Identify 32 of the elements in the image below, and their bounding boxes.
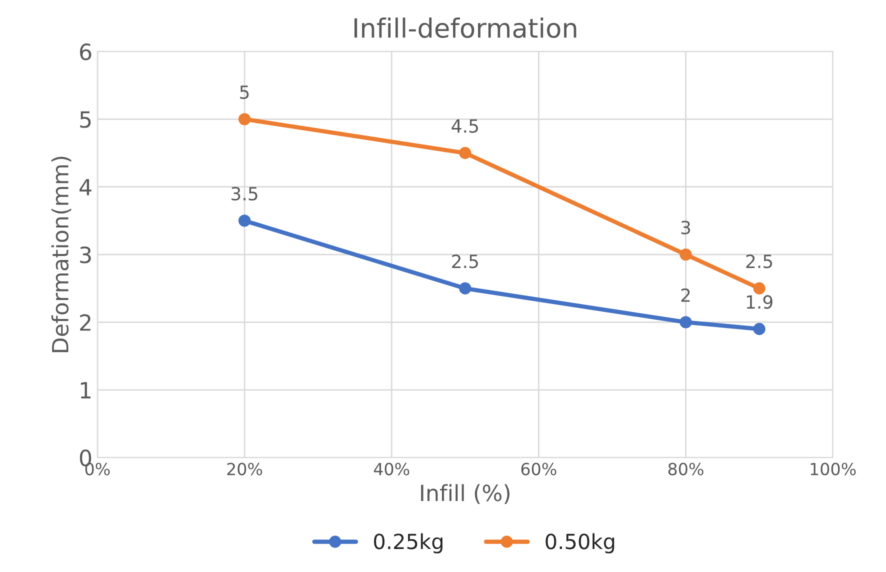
data-label: 2.5 (452, 254, 478, 268)
y-tick-label: 1 (80, 382, 91, 398)
point (459, 146, 472, 160)
x-tick-label: 40% (374, 462, 410, 476)
y-tick-label: 5 (80, 111, 91, 128)
y-tick-label: 4 (80, 179, 92, 196)
y-axis-title: Deformation(mm) (51, 156, 72, 352)
y-tick-label: 6 (80, 43, 92, 60)
data-label: 5 (240, 86, 249, 99)
point (753, 282, 766, 294)
point (459, 282, 472, 294)
data-label: 2.5 (746, 254, 772, 268)
data-label: 4.5 (452, 119, 478, 133)
x-tick-label: 60% (521, 462, 556, 476)
x-tick-label: 100% (810, 462, 856, 476)
legend-label: 0.25kg (374, 533, 442, 554)
point (680, 316, 692, 328)
y-tick-label: 3 (80, 246, 91, 264)
point (753, 322, 766, 336)
legend-label: 0.50kg (546, 533, 614, 554)
data-label: 3 (681, 220, 690, 234)
point (238, 214, 251, 227)
data-label: 1.9 (746, 295, 772, 309)
x-tick-label: 80% (668, 462, 704, 476)
data-label: 3.5 (232, 186, 258, 201)
point (238, 113, 251, 126)
data-label: 2 (681, 288, 690, 302)
x-tick-label: 20% (227, 462, 262, 476)
x-axis-title: Infill (%) (421, 484, 510, 504)
y-tick-label: 2 (80, 314, 90, 331)
point (680, 248, 692, 261)
chart-title: Infill-deformation (354, 18, 576, 38)
